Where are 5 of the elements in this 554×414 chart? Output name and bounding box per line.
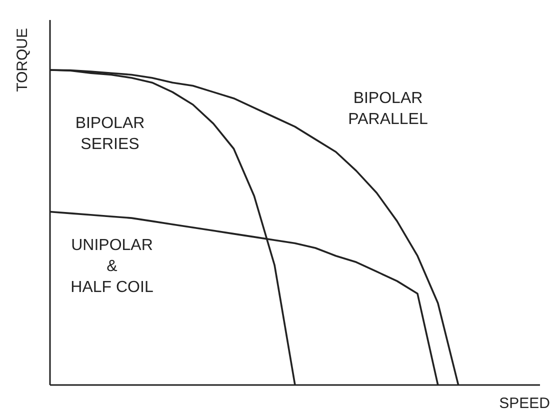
series-label: BIPOLAR PARALLEL (348, 90, 428, 128)
text: BIPOLAR SERIES (75, 115, 145, 153)
series-label: UNIPOLAR & HALF COIL (70, 237, 154, 296)
x-axis-title: SPEED (499, 395, 550, 412)
y-axis-title: TORQUE (14, 28, 31, 92)
